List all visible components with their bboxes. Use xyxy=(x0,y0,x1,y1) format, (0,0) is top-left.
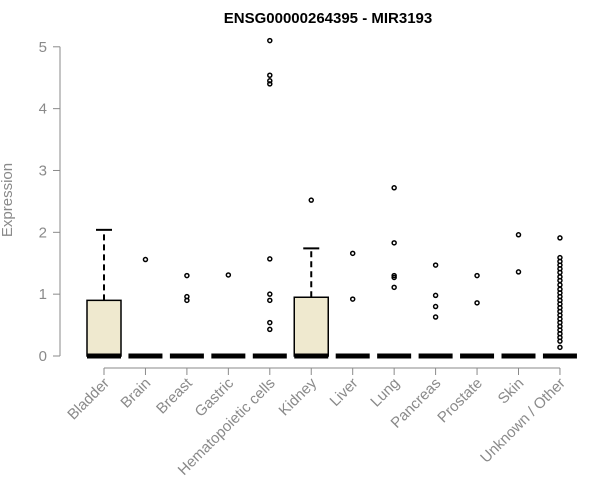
outlier-point xyxy=(308,197,314,203)
outlier-point xyxy=(474,272,480,279)
x-tick-label: Prostate xyxy=(434,375,486,427)
outlier-point xyxy=(142,256,149,263)
outlier-point xyxy=(267,72,273,78)
outlier-point xyxy=(267,256,273,262)
chart-title: ENSG00000264395 - MIR3193 xyxy=(224,10,432,27)
outlier-point xyxy=(267,37,273,44)
y-tick-label: 0 xyxy=(39,348,47,365)
box-group xyxy=(128,256,163,359)
x-tick-label: Breast xyxy=(153,374,196,417)
outlier-point xyxy=(432,292,439,299)
outlier-point xyxy=(184,272,190,279)
x-tick-label: Liver xyxy=(327,375,362,410)
box-group xyxy=(418,262,453,359)
outlier-point xyxy=(184,297,190,304)
x-tick-label: Bladder xyxy=(64,375,113,424)
outlier-point xyxy=(391,284,397,291)
outlier-point xyxy=(432,314,439,320)
y-tick-label: 1 xyxy=(39,286,47,303)
outlier-point xyxy=(267,291,273,297)
box-group xyxy=(211,272,246,359)
outlier-point xyxy=(267,297,273,304)
outlier-point xyxy=(267,81,273,87)
box-group xyxy=(169,272,204,359)
box-group xyxy=(335,250,370,359)
outlier-point xyxy=(557,338,563,344)
outlier-point xyxy=(391,240,397,246)
outlier-point xyxy=(391,274,397,281)
outlier-point xyxy=(349,250,356,257)
outlier-point xyxy=(557,344,563,351)
outlier-point xyxy=(557,235,563,241)
y-tick-label: 5 xyxy=(39,39,47,56)
box-group xyxy=(252,37,287,359)
box-group xyxy=(293,197,329,359)
outlier-point xyxy=(515,232,522,238)
outlier-point xyxy=(515,269,522,275)
y-axis: 0 1 2 3 4 5 xyxy=(39,39,61,365)
y-tick-label: 3 xyxy=(39,162,47,179)
box-group xyxy=(86,228,122,359)
box-group xyxy=(501,232,536,359)
outlier-point xyxy=(557,277,563,284)
box xyxy=(293,296,329,357)
y-axis-label: Expression xyxy=(0,163,16,237)
outlier-point xyxy=(391,185,397,191)
outlier-point xyxy=(432,262,439,268)
y-tick-label: 4 xyxy=(39,101,47,118)
outlier-point xyxy=(474,300,480,306)
outlier-point xyxy=(267,326,273,333)
outlier-point xyxy=(557,282,563,288)
box-group xyxy=(377,185,412,359)
x-tick-label: Kidney xyxy=(276,374,321,419)
outlier-point xyxy=(225,272,232,278)
outlier-point xyxy=(267,78,273,84)
box-group xyxy=(542,235,577,359)
box xyxy=(86,299,122,357)
outlier-point xyxy=(557,269,563,276)
boxes xyxy=(86,37,577,359)
box-group xyxy=(460,272,495,359)
outlier-point xyxy=(267,319,273,326)
outlier-point xyxy=(432,303,439,310)
x-tick-label: Skin xyxy=(495,375,528,408)
y-tick-label: 2 xyxy=(39,224,47,241)
x-tick-label: Lung xyxy=(367,375,403,411)
x-tick-label: Brain xyxy=(117,375,154,412)
outlier-point xyxy=(349,296,356,302)
